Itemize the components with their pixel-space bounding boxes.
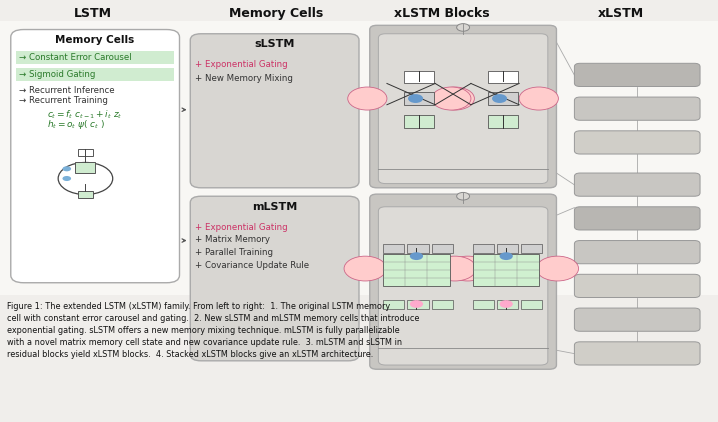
Bar bbox=[473, 244, 494, 253]
Text: Figure 1: The extended LSTM (xLSTM) family. From left to right:  1. The original: Figure 1: The extended LSTM (xLSTM) fami… bbox=[7, 302, 419, 359]
Text: + Covariance Update Rule: + Covariance Update Rule bbox=[195, 260, 309, 270]
Bar bbox=[521, 300, 542, 309]
Bar bbox=[75, 162, 95, 173]
FancyBboxPatch shape bbox=[574, 308, 700, 331]
Bar bbox=[497, 300, 518, 309]
Text: $h_t = o_t\ \psi(\ c_t\ )$: $h_t = o_t\ \psi(\ c_t\ )$ bbox=[47, 118, 105, 130]
Bar bbox=[383, 300, 404, 309]
Text: Memory Cells: Memory Cells bbox=[55, 35, 134, 45]
Bar bbox=[78, 149, 93, 156]
Text: xLSTM Blocks: xLSTM Blocks bbox=[393, 7, 490, 20]
Text: → Recurrent Training: → Recurrent Training bbox=[19, 96, 108, 105]
Circle shape bbox=[410, 252, 423, 260]
Circle shape bbox=[348, 87, 387, 110]
Circle shape bbox=[435, 87, 475, 110]
Circle shape bbox=[500, 252, 513, 260]
FancyBboxPatch shape bbox=[574, 63, 700, 87]
Bar bbox=[16, 51, 174, 64]
Text: xLSTM: xLSTM bbox=[598, 7, 644, 20]
Circle shape bbox=[408, 94, 423, 103]
FancyBboxPatch shape bbox=[190, 34, 359, 188]
FancyBboxPatch shape bbox=[11, 30, 180, 283]
Bar bbox=[432, 244, 452, 253]
Bar bbox=[78, 191, 93, 198]
Circle shape bbox=[500, 300, 513, 308]
FancyBboxPatch shape bbox=[378, 207, 548, 365]
Text: $c_t = f_t\ c_{t-1} + i_t\ z_t$: $c_t = f_t\ c_{t-1} + i_t\ z_t$ bbox=[47, 108, 122, 121]
Bar bbox=[404, 92, 434, 105]
Circle shape bbox=[62, 176, 71, 181]
FancyBboxPatch shape bbox=[378, 34, 548, 184]
Circle shape bbox=[62, 166, 71, 171]
FancyBboxPatch shape bbox=[370, 25, 556, 188]
Circle shape bbox=[457, 192, 470, 200]
Bar bbox=[383, 244, 404, 253]
Bar bbox=[0, 21, 718, 295]
Text: + Exponential Gating: + Exponential Gating bbox=[195, 60, 288, 69]
Text: + Matrix Memory: + Matrix Memory bbox=[195, 235, 270, 244]
Text: → Constant Error Carousel: → Constant Error Carousel bbox=[19, 53, 132, 62]
Bar bbox=[432, 300, 452, 309]
Circle shape bbox=[410, 300, 423, 308]
FancyBboxPatch shape bbox=[574, 274, 700, 298]
Text: Memory Cells: Memory Cells bbox=[229, 7, 324, 20]
Bar bbox=[383, 254, 449, 286]
Text: + Exponential Gating: + Exponential Gating bbox=[195, 222, 288, 232]
Circle shape bbox=[447, 256, 489, 281]
Circle shape bbox=[519, 87, 559, 110]
Circle shape bbox=[457, 24, 470, 31]
FancyBboxPatch shape bbox=[574, 207, 700, 230]
FancyBboxPatch shape bbox=[574, 97, 700, 120]
Bar bbox=[16, 68, 174, 81]
Circle shape bbox=[432, 87, 471, 110]
Circle shape bbox=[492, 94, 507, 103]
Text: mLSTM: mLSTM bbox=[251, 202, 297, 212]
FancyBboxPatch shape bbox=[370, 194, 556, 369]
Bar bbox=[488, 92, 518, 105]
FancyBboxPatch shape bbox=[574, 173, 700, 196]
FancyBboxPatch shape bbox=[574, 131, 700, 154]
Bar bbox=[521, 244, 542, 253]
Bar bbox=[488, 71, 518, 84]
Text: → Recurrent Inference: → Recurrent Inference bbox=[19, 86, 115, 95]
Bar bbox=[473, 254, 539, 286]
FancyBboxPatch shape bbox=[190, 196, 359, 361]
Bar bbox=[404, 71, 434, 84]
Text: + Parallel Training: + Parallel Training bbox=[195, 248, 274, 257]
Circle shape bbox=[536, 256, 579, 281]
Text: + New Memory Mixing: + New Memory Mixing bbox=[195, 74, 293, 83]
Text: → Sigmoid Gating: → Sigmoid Gating bbox=[19, 70, 95, 79]
Bar bbox=[497, 244, 518, 253]
Text: LSTM: LSTM bbox=[75, 7, 112, 20]
Circle shape bbox=[434, 256, 476, 281]
Text: sLSTM: sLSTM bbox=[254, 39, 294, 49]
FancyBboxPatch shape bbox=[574, 241, 700, 264]
Bar bbox=[404, 115, 434, 128]
Bar bbox=[488, 115, 518, 128]
Bar bbox=[407, 244, 429, 253]
Bar bbox=[473, 300, 494, 309]
Circle shape bbox=[344, 256, 386, 281]
Bar bbox=[407, 300, 429, 309]
FancyBboxPatch shape bbox=[574, 342, 700, 365]
